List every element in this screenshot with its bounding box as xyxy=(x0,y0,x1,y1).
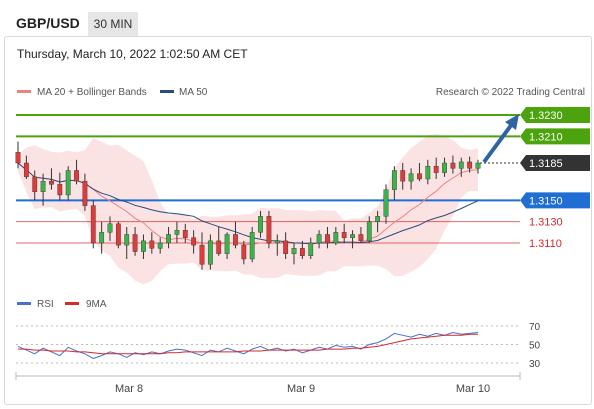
candle-body xyxy=(241,244,247,260)
candle-body xyxy=(458,161,464,169)
level-label: 1.3230 xyxy=(529,110,563,122)
candle-body xyxy=(475,162,481,169)
candle-body xyxy=(400,170,406,182)
forecast-arrow-head xyxy=(505,114,519,130)
candle-body xyxy=(149,240,155,249)
level-label: 1.3110 xyxy=(529,238,562,250)
candle-body xyxy=(408,173,414,182)
candle-body xyxy=(132,234,138,252)
timestamp: Thursday, March 10, 2022 1:02:50 AM CET xyxy=(17,47,248,61)
bollinger-band xyxy=(18,133,478,285)
candle-body xyxy=(433,165,439,173)
candle-body xyxy=(174,229,180,235)
legend-ma50: MA 50 xyxy=(179,87,208,98)
x-tick-label: Mar 10 xyxy=(456,383,490,395)
candle-body xyxy=(99,232,105,244)
x-tick-label: Mar 8 xyxy=(115,383,143,395)
symbol-title: GBP/USD xyxy=(16,15,80,31)
level-label: 1.3130 xyxy=(529,217,563,229)
candle-body xyxy=(375,216,381,222)
candle-body xyxy=(442,162,447,173)
candle-body xyxy=(141,240,146,252)
x-tick-label: Mar 9 xyxy=(287,383,315,395)
candle-body xyxy=(291,248,297,254)
period-badge[interactable]: 30 MIN xyxy=(88,12,138,36)
level-label: 1.3150 xyxy=(529,195,563,207)
candle-body xyxy=(308,242,314,257)
candle-body xyxy=(82,180,88,206)
candle-body xyxy=(207,240,213,265)
candle-body xyxy=(425,165,431,180)
level-tag xyxy=(520,155,590,171)
candle-body xyxy=(166,234,171,244)
candle-body xyxy=(224,234,230,254)
candle-body xyxy=(74,170,79,182)
rsi-tick-label: 70 xyxy=(529,322,541,333)
candle-body xyxy=(316,234,322,244)
legend-swatch-9ma xyxy=(65,302,79,305)
forecast-arrow xyxy=(482,122,514,164)
candle-body xyxy=(216,240,222,254)
level-tag xyxy=(520,107,590,123)
candle-body xyxy=(124,234,130,246)
chart-card xyxy=(4,36,592,405)
candle-body xyxy=(249,232,255,260)
candle-body xyxy=(23,162,29,178)
candle-body xyxy=(15,152,21,164)
candle-body xyxy=(191,237,197,246)
candle-body xyxy=(57,184,63,196)
level-tag xyxy=(520,192,590,209)
candle-body xyxy=(258,216,263,233)
legend-9ma: 9MA xyxy=(86,299,107,310)
candle-body xyxy=(391,170,397,190)
candle-body xyxy=(266,216,272,244)
legend-swatch-ma20 xyxy=(17,90,31,93)
rsi-tick-label: 50 xyxy=(529,341,541,352)
candle-body xyxy=(333,232,339,244)
legend-ma20: MA 20 + Bollinger Bands xyxy=(37,87,147,98)
rsi-9ma-line xyxy=(18,333,478,355)
level-tag xyxy=(520,128,590,145)
candle-body xyxy=(350,234,355,238)
candle-body xyxy=(233,234,238,246)
rsi-line xyxy=(17,331,479,359)
candle-body xyxy=(467,161,473,169)
candle-body xyxy=(65,170,71,196)
level-label: 1.3210 xyxy=(529,131,563,143)
candle-body xyxy=(90,205,96,244)
candle-body xyxy=(299,248,305,256)
ma50-line xyxy=(17,162,479,245)
candle-body xyxy=(274,240,280,244)
candle-body xyxy=(341,232,347,238)
candle-body xyxy=(325,234,330,244)
candle-body xyxy=(358,234,364,242)
candle-body xyxy=(383,189,389,217)
candle-body xyxy=(450,162,456,169)
candle-body xyxy=(366,221,372,242)
legend-rsi: RSI xyxy=(37,299,54,310)
candle-body xyxy=(417,173,422,180)
candle-body xyxy=(32,176,38,193)
candle-body xyxy=(182,229,188,238)
legend-swatch-rsi xyxy=(17,302,31,305)
candle-body xyxy=(107,223,113,233)
candle-body xyxy=(49,180,54,185)
candle-body xyxy=(157,242,163,249)
candle-body xyxy=(115,223,121,246)
credit-text: Research © 2022 Trading Central xyxy=(436,87,585,98)
candle-body xyxy=(40,180,46,192)
level-label: 1.3185 xyxy=(529,158,563,170)
chart-header: GBP/USD 30 MIN xyxy=(0,0,594,38)
legend-swatch-ma50 xyxy=(160,90,174,93)
candle-body xyxy=(283,240,289,254)
candle-body xyxy=(199,244,205,265)
rsi-tick-label: 30 xyxy=(529,359,541,370)
